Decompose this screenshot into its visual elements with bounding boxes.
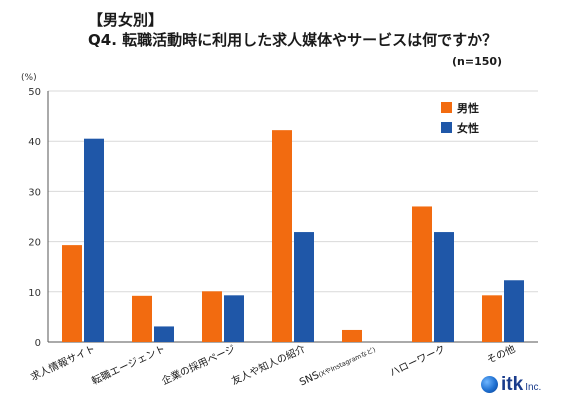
logo-text: itk <box>501 374 524 395</box>
x-tick-label: 企業の採用ページ <box>159 342 237 388</box>
logo-suffix: Inc. <box>525 382 542 393</box>
x-tick-label-group: SNS(XやInstagramなど) <box>298 344 377 389</box>
x-tick-label: 転職エージェント <box>90 343 167 388</box>
bar-male <box>272 130 292 342</box>
bar-female <box>224 295 244 342</box>
x-tick-label: ハローワーク <box>388 343 447 379</box>
x-tick-label-group: 企業の採用ページ <box>159 342 237 388</box>
legend-swatch-male <box>441 102 452 113</box>
x-tick-label: SNS(XやInstagramなど) <box>298 344 377 389</box>
y-tick-label: 50 <box>28 87 41 98</box>
bar-male <box>412 206 432 342</box>
y-tick-label: 30 <box>28 187 41 198</box>
bar-male <box>132 295 152 342</box>
bar-female <box>434 232 454 342</box>
chart-subtitle: Q4. 転職活動時に利用した求人媒体やサービスは何ですか？ <box>88 31 498 49</box>
x-tick-label-note: (XやInstagramなど) <box>317 346 377 379</box>
y-axis-unit: (%) <box>21 73 37 83</box>
y-tick-label: 10 <box>28 288 41 299</box>
itk-logo: itk Inc. <box>481 373 541 396</box>
bar-male <box>62 245 82 342</box>
legend-label: 男性 <box>457 101 479 115</box>
sample-size-note: (n=150) <box>452 55 503 68</box>
bar-female <box>154 326 174 342</box>
chart-title: 【男女別】 <box>88 11 164 29</box>
x-tick-label-group: 友人や知人の紹介 <box>229 342 307 388</box>
globe-icon <box>481 376 498 393</box>
bar-female <box>294 232 314 342</box>
legend-swatch-female <box>441 122 452 133</box>
legend-label: 女性 <box>457 121 479 135</box>
bar-male <box>202 291 222 342</box>
y-tick-label: 0 <box>35 338 41 349</box>
y-tick-label: 40 <box>28 137 41 148</box>
bar-female <box>84 138 104 342</box>
x-tick-label: その他 <box>485 342 518 366</box>
x-tick-label-group: ハローワーク <box>388 343 447 379</box>
bar-male <box>342 329 362 342</box>
bar-male <box>482 295 502 342</box>
x-tick-label-group: その他 <box>485 342 518 366</box>
x-tick-label: 友人や知人の紹介 <box>229 342 307 388</box>
bar-female <box>504 280 524 342</box>
x-tick-label-group: 転職エージェント <box>90 343 167 388</box>
y-tick-label: 20 <box>28 238 41 249</box>
